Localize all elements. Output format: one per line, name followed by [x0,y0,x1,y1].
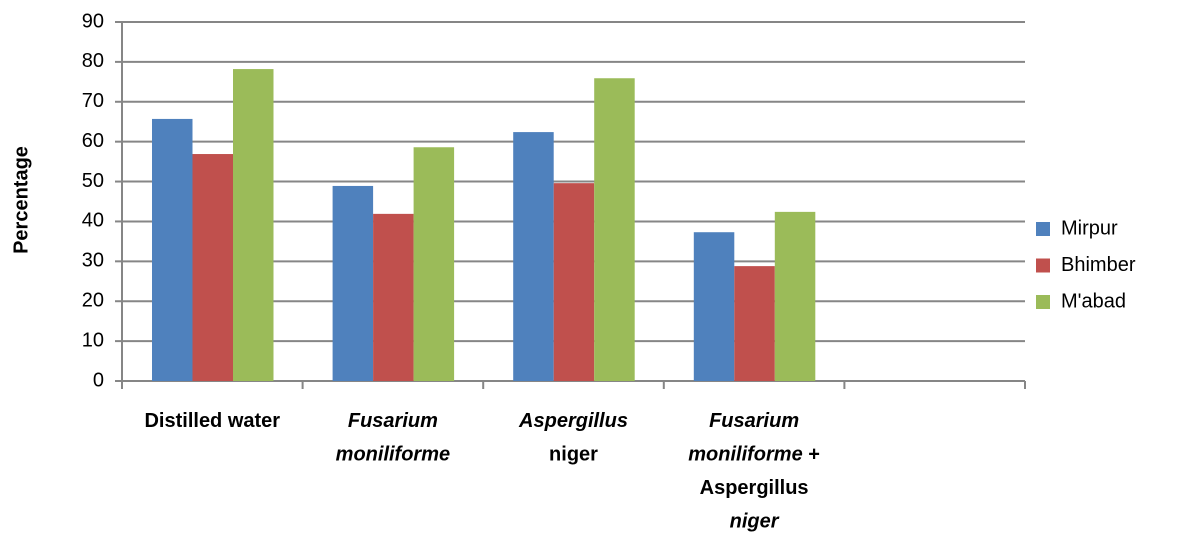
legend-label: M'abad [1061,290,1126,312]
y-tick-label: 60 [82,130,104,152]
legend-swatch [1036,295,1050,309]
label-word: + [803,444,820,466]
bar [233,69,274,382]
bar [332,185,374,381]
x-tick-label: Fusarium moniliforme + Aspergillus niger [688,410,820,533]
bar [513,132,554,381]
bar [373,213,414,381]
y-tick-label: 70 [82,90,104,112]
y-tick-label: 80 [82,50,104,72]
bar [413,147,455,381]
bar [594,78,635,381]
y-tick-label: 10 [82,329,104,351]
legend-swatch [1036,258,1050,273]
label-word: niger [549,444,598,466]
label-word: niger [730,511,780,533]
label-word: moniliforme [688,444,802,466]
bar [734,266,775,381]
bar [152,118,193,382]
y-tick-label: 0 [93,369,104,391]
y-tick-label: 30 [82,250,104,272]
label-word: moniliforme [336,444,450,466]
bar [192,154,233,381]
y-tick-label: 50 [82,170,104,192]
label-word: Distilled [144,410,222,432]
x-tick-label: Distilled water [144,410,280,432]
bar [553,183,595,381]
legend-label: Bhimber [1061,254,1136,276]
x-tick-label: Aspergillus niger [518,410,628,466]
label-word: Aspergillus [518,410,628,432]
y-tick-label: 90 [82,10,104,32]
bar [693,232,735,381]
x-tick-label: Fusarium moniliforme [336,410,450,466]
label-word: Aspergillus [700,477,809,499]
label-word: water [222,410,280,432]
label-word: Fusarium [709,410,799,432]
legend-label: Mirpur [1061,217,1118,239]
y-tick-label: 40 [82,210,104,232]
bar [774,211,816,381]
y-tick-label: 20 [82,290,104,312]
y-axis-label: Percentage [10,146,32,254]
label-word: Fusarium [348,410,438,432]
legend-swatch [1036,222,1050,236]
